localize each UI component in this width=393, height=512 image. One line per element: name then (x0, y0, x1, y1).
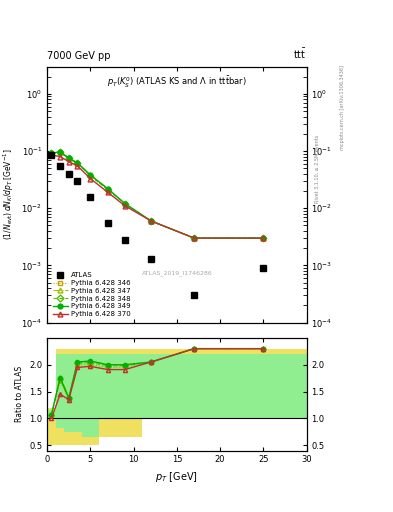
X-axis label: $p_T$ [GeV]: $p_T$ [GeV] (155, 470, 198, 484)
Text: mcplots.cern.ch [arXiv:1306.3436]: mcplots.cern.ch [arXiv:1306.3436] (340, 65, 345, 150)
Legend: ATLAS, Pythia 6.428 346, Pythia 6.428 347, Pythia 6.428 348, Pythia 6.428 349, P: ATLAS, Pythia 6.428 346, Pythia 6.428 34… (51, 270, 132, 319)
Text: 7000 GeV pp: 7000 GeV pp (47, 51, 111, 61)
Text: Rivet 3.1.10, ≥ 2.5M events: Rivet 3.1.10, ≥ 2.5M events (314, 135, 320, 203)
Y-axis label: Ratio to ATLAS: Ratio to ATLAS (15, 366, 24, 422)
Y-axis label: $(1/N_\mathrm{evt})\,dN_K/dp_T\,[\mathrm{GeV}^{-1}]$: $(1/N_\mathrm{evt})\,dN_K/dp_T\,[\mathrm… (1, 148, 16, 241)
Text: $p_T(K^0_S)$ (ATLAS KS and $\Lambda$ in tt$\bar{\rm t}$bar): $p_T(K^0_S)$ (ATLAS KS and $\Lambda$ in … (107, 74, 247, 90)
Text: tt$\bar{\rm t}$: tt$\bar{\rm t}$ (293, 48, 307, 61)
Text: ATLAS_2019_I1746286: ATLAS_2019_I1746286 (141, 271, 212, 276)
